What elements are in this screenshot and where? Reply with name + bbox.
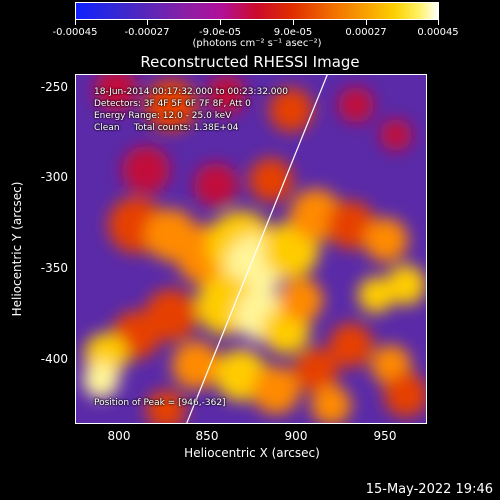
colorbar-tick bbox=[293, 20, 294, 25]
x-tick-label: 800 bbox=[107, 429, 131, 443]
emission-blob bbox=[172, 341, 220, 389]
emission-blob bbox=[380, 119, 412, 151]
colorbar-gradient bbox=[76, 3, 438, 19]
emission-blob bbox=[83, 362, 119, 398]
colorbar-tick bbox=[75, 20, 76, 25]
emission-blob bbox=[194, 163, 238, 207]
x-tick-label: 950 bbox=[373, 429, 397, 443]
emission-blob bbox=[145, 79, 197, 131]
colorbar-tick-label: -0.00027 bbox=[124, 27, 170, 38]
emission-blobs bbox=[83, 75, 426, 423]
y-tick-label: -400 bbox=[40, 352, 68, 366]
colorbar-tick bbox=[147, 20, 148, 25]
detectors-info: Detectors: 3F 4F 5F 6F 7F 8F, Att 0 bbox=[94, 99, 251, 109]
colorbar-tick bbox=[366, 20, 367, 25]
colorbar-tick-label: -0.00045 bbox=[52, 27, 98, 38]
colorbar-units: (photons cm⁻² s⁻¹ asec⁻²) bbox=[192, 38, 322, 49]
colorbar-tick-label: 9.0e-05 bbox=[273, 27, 313, 38]
y-axis-label: Heliocentric Y (arcsec) bbox=[10, 181, 24, 317]
emission-blob bbox=[329, 323, 373, 367]
colorbar-tick-label: 0.00045 bbox=[417, 27, 459, 38]
emission-blob bbox=[327, 201, 375, 249]
emission-blob bbox=[279, 278, 323, 322]
emission-blob bbox=[122, 146, 170, 194]
solar-limb-line bbox=[186, 75, 328, 423]
colorbar-tick bbox=[220, 20, 221, 25]
emission-blob bbox=[249, 158, 293, 202]
emission-blob bbox=[294, 348, 338, 392]
x-axis-label: Heliocentric X (arcsec) bbox=[184, 446, 320, 460]
y-tick-label: -300 bbox=[40, 170, 68, 184]
emission-blob bbox=[252, 366, 300, 414]
peak-position: Position of Peak = [946,-362] bbox=[94, 398, 226, 408]
emission-blob bbox=[358, 277, 394, 313]
rhessi-image-plot: 18-Jun-2014 00:17:32.000 to 00:23:32.000… bbox=[75, 74, 427, 424]
rhessi-image bbox=[76, 75, 426, 423]
colorbar-tick bbox=[438, 20, 439, 25]
emission-blob bbox=[386, 265, 426, 305]
x-tick-label: 850 bbox=[195, 429, 219, 443]
colorbar-tick-label: 0.00027 bbox=[345, 27, 387, 38]
render-timestamp: 15-May-2022 19:46 bbox=[365, 482, 493, 497]
plot-title: Reconstructed RHESSI Image bbox=[140, 53, 360, 71]
clean-total-counts: Clean Total counts: 1.38E+04 bbox=[94, 123, 239, 133]
emission-blob bbox=[338, 87, 374, 123]
colorbar-tick-label: -9.0e-05 bbox=[199, 27, 241, 38]
x-tick-label: 900 bbox=[284, 429, 308, 443]
y-tick-label: -250 bbox=[40, 80, 68, 94]
y-tick-label: -350 bbox=[40, 261, 68, 275]
energy-range: Energy Range: 12.0 - 25.0 keV bbox=[94, 111, 232, 121]
emission-blob bbox=[146, 390, 186, 423]
emission-blob bbox=[384, 373, 426, 417]
emission-blob bbox=[364, 218, 408, 262]
colorbar bbox=[75, 2, 439, 20]
emission-blob bbox=[94, 75, 138, 112]
emission-blob bbox=[311, 385, 351, 423]
emission-blob bbox=[269, 88, 313, 132]
emission-blob bbox=[206, 75, 246, 115]
observation-time: 18-Jun-2014 00:17:32.000 to 00:23:32.000 bbox=[94, 87, 288, 97]
